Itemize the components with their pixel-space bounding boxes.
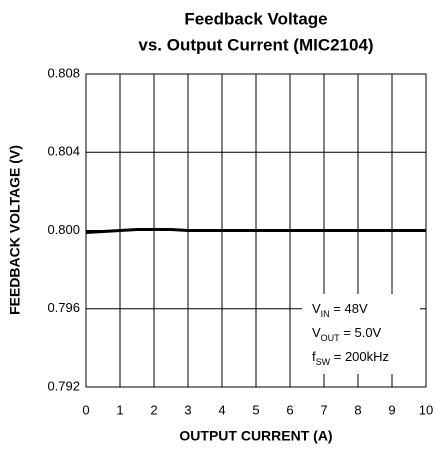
annotation: fSW = 200kHz xyxy=(312,349,389,367)
annotation: VOUT = 5.0V xyxy=(312,325,382,343)
x-tick-label: 5 xyxy=(252,402,259,417)
x-tick-label: 10 xyxy=(419,402,433,417)
x-tick-label: 2 xyxy=(150,402,157,417)
chart-title: Feedback Voltage xyxy=(184,9,327,28)
x-tick-label: 8 xyxy=(354,402,361,417)
chart-title: vs. Output Current (MIC2104) xyxy=(138,35,373,54)
data-line xyxy=(85,228,426,234)
x-tick-label: 1 xyxy=(116,402,123,417)
y-tick-label: 0.792 xyxy=(47,378,80,393)
y-tick-label: 0.796 xyxy=(47,300,80,315)
x-tick-label: 0 xyxy=(82,402,89,417)
annotation-sub: IN xyxy=(321,309,330,319)
y-tick-label: 0.808 xyxy=(47,65,80,80)
annotation-part: = 200kHz xyxy=(330,349,389,364)
annotation-part: f xyxy=(312,349,316,364)
y-tick-label: 0.804 xyxy=(47,144,80,159)
x-tick-label: 9 xyxy=(388,402,395,417)
annotation-box xyxy=(302,294,420,374)
annotation-part: V xyxy=(312,301,321,316)
y-axis-label: FEEDBACK VOLTAGE (V) xyxy=(7,145,23,315)
x-tick-label: 6 xyxy=(286,402,293,417)
x-tick-label: 7 xyxy=(320,402,327,417)
annotation-part: = 48V xyxy=(330,301,368,316)
y-tick-label: 0.800 xyxy=(47,222,80,237)
annotation-part: = 5.0V xyxy=(340,325,382,340)
x-tick-label: 3 xyxy=(184,402,191,417)
annotation-part: V xyxy=(312,325,321,340)
annotation-sub: OUT xyxy=(321,333,341,343)
x-axis-label: OUTPUT CURRENT (A) xyxy=(179,428,332,444)
annotation-sub: SW xyxy=(316,357,331,367)
annotation: VIN = 48V xyxy=(312,301,368,319)
x-tick-label: 4 xyxy=(218,402,225,417)
